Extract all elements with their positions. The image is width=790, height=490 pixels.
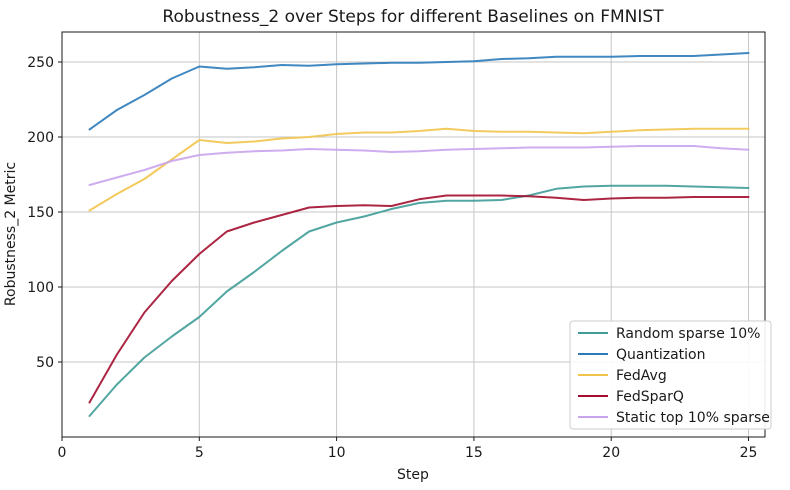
legend-label-static-top-10-sparse: Static top 10% sparse xyxy=(616,410,770,426)
x-tick-label: 20 xyxy=(602,445,620,461)
x-tick-label: 15 xyxy=(465,445,483,461)
x-tick-label: 25 xyxy=(740,445,758,461)
y-tick-label: 50 xyxy=(36,355,54,371)
grid-layer xyxy=(61,32,765,437)
series-line-quantization xyxy=(88,52,750,131)
series-layer xyxy=(88,52,750,417)
legend-box xyxy=(569,320,772,430)
tick-layer: 0 5 10 15 20 25 50 100 150 200 250 xyxy=(27,55,757,461)
chart-title: Robustness_2 over Steps for different Ba… xyxy=(162,7,664,27)
legend-item-fedavg: FedAvg xyxy=(578,368,667,384)
legend-label-random-sparse-10: Random sparse 10% xyxy=(616,326,760,342)
y-tick-label: 100 xyxy=(27,280,54,296)
y-tick-label: 200 xyxy=(27,130,54,146)
y-axis-label: Robustness_2 Metric xyxy=(3,162,19,306)
legend: Random sparse 10% Quantization FedAvg FedSp… xyxy=(569,320,772,430)
series-line-fedavg xyxy=(88,127,750,212)
legend-item-fedsparq: FedSparQ xyxy=(578,389,684,405)
series-line-fedsparq xyxy=(88,194,750,404)
x-tick-label: 5 xyxy=(195,445,204,461)
y-tick-label: 250 xyxy=(27,55,54,71)
legend-label-quantization: Quantization xyxy=(616,347,705,363)
x-axis-label: Step xyxy=(397,467,429,483)
plot-border xyxy=(61,31,766,438)
x-tick-label: 10 xyxy=(328,445,346,461)
series-line-random-sparse-10 xyxy=(88,184,750,417)
series-line-static-top-10-sparse xyxy=(88,145,750,186)
legend-label-fedsparq: FedSparQ xyxy=(616,389,684,405)
x-tick-label: 0 xyxy=(58,445,67,461)
legend-label-fedavg: FedAvg xyxy=(616,368,667,384)
legend-item-random-sparse-10: Random sparse 10% xyxy=(578,326,760,342)
legend-item-quantization: Quantization xyxy=(578,347,705,363)
legend-item-static-top-10-sparse: Static top 10% sparse xyxy=(578,410,770,426)
y-tick-label: 150 xyxy=(27,205,54,221)
